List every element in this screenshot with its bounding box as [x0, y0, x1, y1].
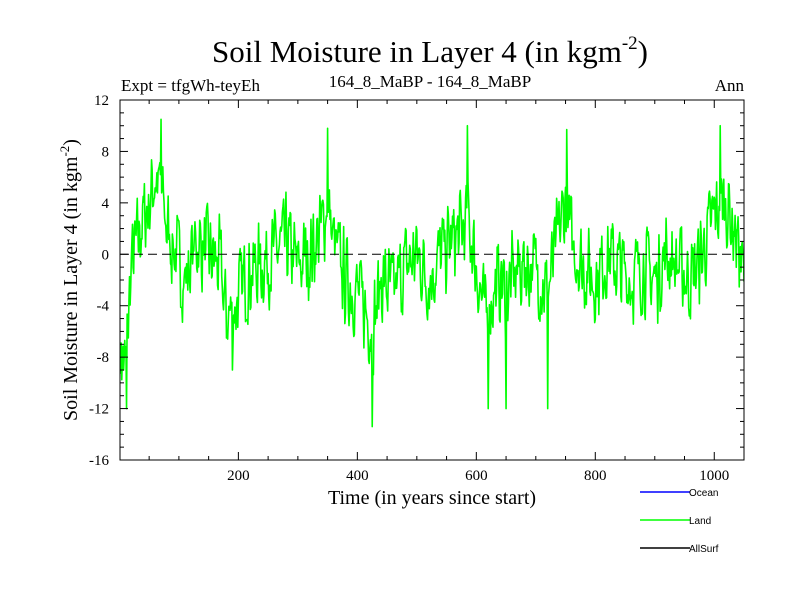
tick-labels: 200 400 600 800 1000 -16 -12 -8 -4 0 4 8 12 [89, 93, 729, 484]
series-land-line [120, 118, 744, 428]
series-land-group [120, 118, 744, 428]
x-tick-label: 600 [465, 468, 488, 484]
period-label: Ann [715, 76, 745, 95]
y-tick-label: -4 [97, 299, 110, 315]
x-tick-label: 400 [346, 468, 369, 484]
plot-area [120, 118, 744, 428]
chart-title: Soil Moisture in Layer 4 (in kgm-2) [212, 33, 648, 69]
subtitle-label: 164_8_MaBP - 164_8_MaBP [329, 72, 531, 91]
y-tick-label: -12 [89, 402, 109, 418]
x-axis-label: Time (in years since start) [328, 487, 536, 509]
x-tick-label: 1000 [699, 468, 729, 484]
legend-label-allsurf: AllSurf [689, 544, 719, 555]
y-tick-label: -16 [89, 453, 109, 469]
x-tick-label: 800 [584, 468, 607, 484]
y-tick-label: 4 [102, 196, 110, 212]
tick-marks [120, 99, 745, 461]
legend: Ocean Land AllSurf [640, 488, 719, 555]
y-tick-label: 12 [94, 93, 109, 109]
y-tick-label: 0 [102, 247, 110, 263]
legend-label-ocean: Ocean [689, 488, 718, 499]
y-tick-label: 8 [102, 144, 110, 160]
chart-title-close: ) [638, 34, 648, 69]
legend-label-land: Land [689, 516, 711, 527]
y-axis-label: Soil Moisture in Layer 4 (in kgm-2) [57, 139, 82, 421]
y-axis-label-main: Soil Moisture in Layer 4 (in kgm [60, 156, 82, 421]
x-tick-label: 200 [227, 468, 250, 484]
chart-title-main: Soil Moisture in Layer 4 (in kgm [212, 34, 622, 69]
expt-label: Expt = tfgWh-teyEh [121, 76, 260, 95]
y-axis-label-sup: -2 [57, 146, 72, 157]
chart-title-sup: -2 [622, 33, 638, 54]
y-axis-label-close: ) [60, 139, 82, 146]
y-tick-label: -8 [97, 350, 110, 366]
